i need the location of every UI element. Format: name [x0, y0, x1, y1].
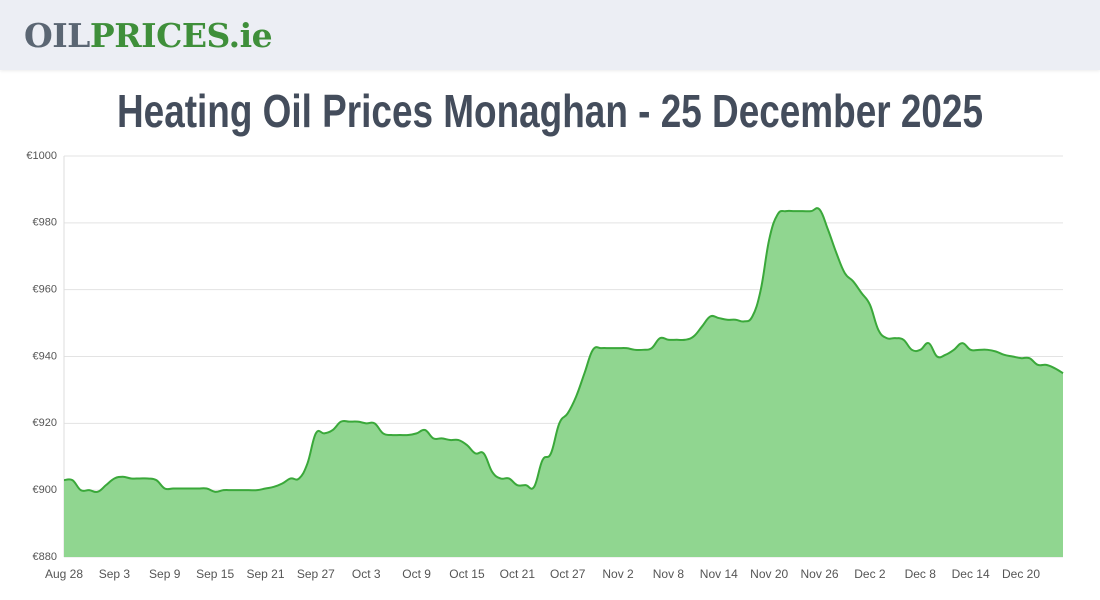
x-tick-label: Nov 14 — [700, 567, 738, 581]
x-tick-label: Oct 3 — [352, 567, 381, 581]
x-tick-label: Oct 27 — [550, 567, 586, 581]
y-tick-label: €900 — [33, 484, 57, 496]
x-tick-label: Dec 14 — [952, 567, 990, 581]
x-tick-label: Nov 2 — [602, 567, 634, 581]
y-tick-label: €940 — [33, 350, 57, 362]
x-tick-label: Dec 2 — [854, 567, 886, 581]
x-tick-label: Oct 9 — [402, 567, 431, 581]
price-line — [63, 207, 1064, 494]
header: OILPRICES.ie — [0, 0, 1100, 70]
x-tick-label: Sep 15 — [196, 567, 234, 581]
area-fill — [64, 208, 1063, 557]
y-tick-label: €980 — [33, 217, 57, 229]
x-tick-label: Nov 26 — [801, 567, 839, 581]
y-tick-label: €960 — [33, 284, 57, 296]
x-tick-label: Sep 3 — [99, 567, 131, 581]
chart-title: Heating Oil Prices Monaghan - 25 Decembe… — [117, 85, 983, 137]
logo[interactable]: OILPRICES.ie — [24, 16, 273, 55]
logo-dark: OIL — [24, 16, 90, 55]
chart: Heating Oil Prices Monaghan - 25 Decembe… — [26, 85, 1064, 581]
x-tick-label: Oct 15 — [449, 567, 485, 581]
y-tick-label: €920 — [33, 417, 57, 429]
x-tick-label: Dec 20 — [1002, 567, 1040, 581]
x-tick-label: Sep 27 — [297, 567, 335, 581]
logo-suffix: .ie — [228, 16, 273, 55]
x-tick-label: Nov 20 — [750, 567, 788, 581]
x-tick-label: Dec 8 — [905, 567, 937, 581]
x-tick-label: Nov 8 — [653, 567, 685, 581]
x-tick-label: Oct 21 — [500, 567, 536, 581]
x-tick-label: Aug 28 — [45, 567, 83, 581]
x-tick-label: Sep 9 — [149, 567, 181, 581]
logo-green: PRICES — [89, 16, 229, 55]
x-tick-label: Sep 21 — [246, 567, 284, 581]
y-tick-label: €880 — [33, 551, 57, 563]
y-tick-label: €1000 — [26, 150, 57, 162]
